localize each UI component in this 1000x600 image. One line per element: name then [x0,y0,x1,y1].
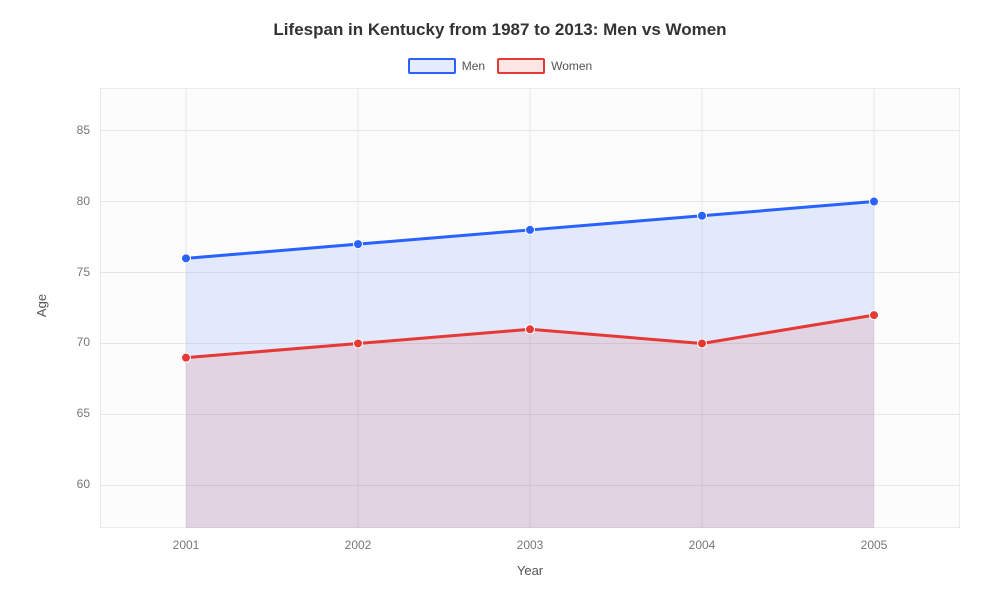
y-tick-label: 60 [50,477,90,491]
x-tick-label: 2005 [844,538,904,552]
plot-svg [100,88,960,528]
plot-area [100,88,960,528]
legend-label-men: Men [462,59,485,73]
chart-container: Lifespan in Kentucky from 1987 to 2013: … [0,0,1000,600]
x-tick-label: 2001 [156,538,216,552]
y-axis-label: Age [34,294,49,317]
x-tick-label: 2002 [328,538,388,552]
y-tick-label: 85 [50,123,90,137]
chart-title: Lifespan in Kentucky from 1987 to 2013: … [0,20,1000,40]
legend-swatch-men [408,58,456,74]
y-tick-label: 65 [50,406,90,420]
y-tick-label: 75 [50,265,90,279]
legend-label-women: Women [551,59,592,73]
x-tick-label: 2003 [500,538,560,552]
y-tick-label: 70 [50,335,90,349]
legend-item-men: Men [408,58,485,74]
legend-swatch-women [497,58,545,74]
x-axis-label: Year [100,563,960,578]
x-tick-label: 2004 [672,538,732,552]
legend: Men Women [0,58,1000,74]
legend-item-women: Women [497,58,592,74]
y-tick-label: 80 [50,194,90,208]
